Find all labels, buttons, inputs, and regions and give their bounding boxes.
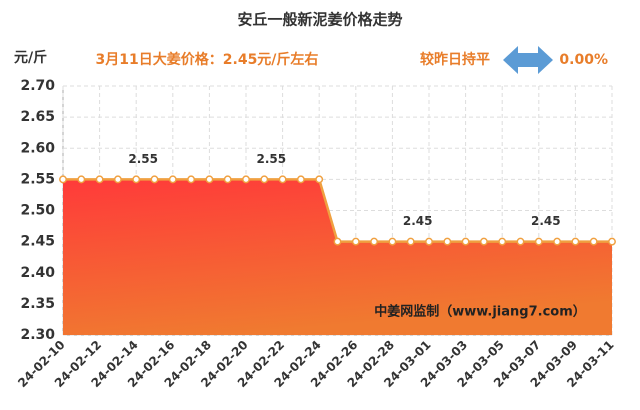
point xyxy=(278,175,287,184)
y-tick-label: 2.50 xyxy=(20,203,55,219)
point xyxy=(461,237,470,246)
point xyxy=(589,237,598,246)
value-label: 2.45 xyxy=(531,214,561,228)
value-label: 2.45 xyxy=(403,214,433,228)
y-tick-label: 2.60 xyxy=(20,140,55,156)
y-tick-label: 2.40 xyxy=(20,265,55,281)
point xyxy=(498,237,507,246)
point xyxy=(205,175,214,184)
chart-title: 安丘一般新泥姜价格走势 xyxy=(237,11,402,29)
change-text: 较昨日持平 xyxy=(420,51,490,68)
point xyxy=(260,175,269,184)
point xyxy=(315,175,324,184)
point xyxy=(95,175,104,184)
point xyxy=(443,237,452,246)
point xyxy=(77,175,86,184)
y-tick-label: 2.45 xyxy=(20,234,55,250)
point xyxy=(296,175,305,184)
y-tick-label: 2.30 xyxy=(20,327,55,343)
point xyxy=(388,237,397,246)
point xyxy=(571,237,580,246)
point xyxy=(132,175,141,184)
point xyxy=(479,237,488,246)
point xyxy=(242,175,250,184)
y-tick-label: 2.35 xyxy=(20,296,55,312)
point xyxy=(223,175,232,184)
point xyxy=(608,237,616,246)
point xyxy=(370,237,379,246)
area xyxy=(63,179,612,335)
headline: 3月11日大姜价格：2.45元/斤左右 xyxy=(96,51,319,68)
point xyxy=(150,175,159,184)
flat-arrow-icon xyxy=(503,46,553,74)
point xyxy=(168,175,177,184)
y-tick-label: 2.70 xyxy=(20,78,55,94)
point xyxy=(553,237,562,246)
y-unit: 元/斤 xyxy=(14,49,47,66)
point xyxy=(406,237,415,246)
point xyxy=(187,175,196,184)
watermark: 中姜网监制（www.jiang7.com） xyxy=(374,304,586,320)
change-value: 0.00% xyxy=(559,52,608,68)
value-label: 2.55 xyxy=(128,152,158,166)
y-tick-label: 2.65 xyxy=(20,109,55,125)
point xyxy=(425,237,433,246)
value-label: 2.55 xyxy=(256,152,286,166)
point xyxy=(333,237,342,246)
y-tick-label: 2.55 xyxy=(20,171,55,187)
point xyxy=(351,237,360,246)
point xyxy=(113,175,122,184)
point xyxy=(516,237,525,246)
point xyxy=(534,237,543,246)
point xyxy=(59,175,67,184)
